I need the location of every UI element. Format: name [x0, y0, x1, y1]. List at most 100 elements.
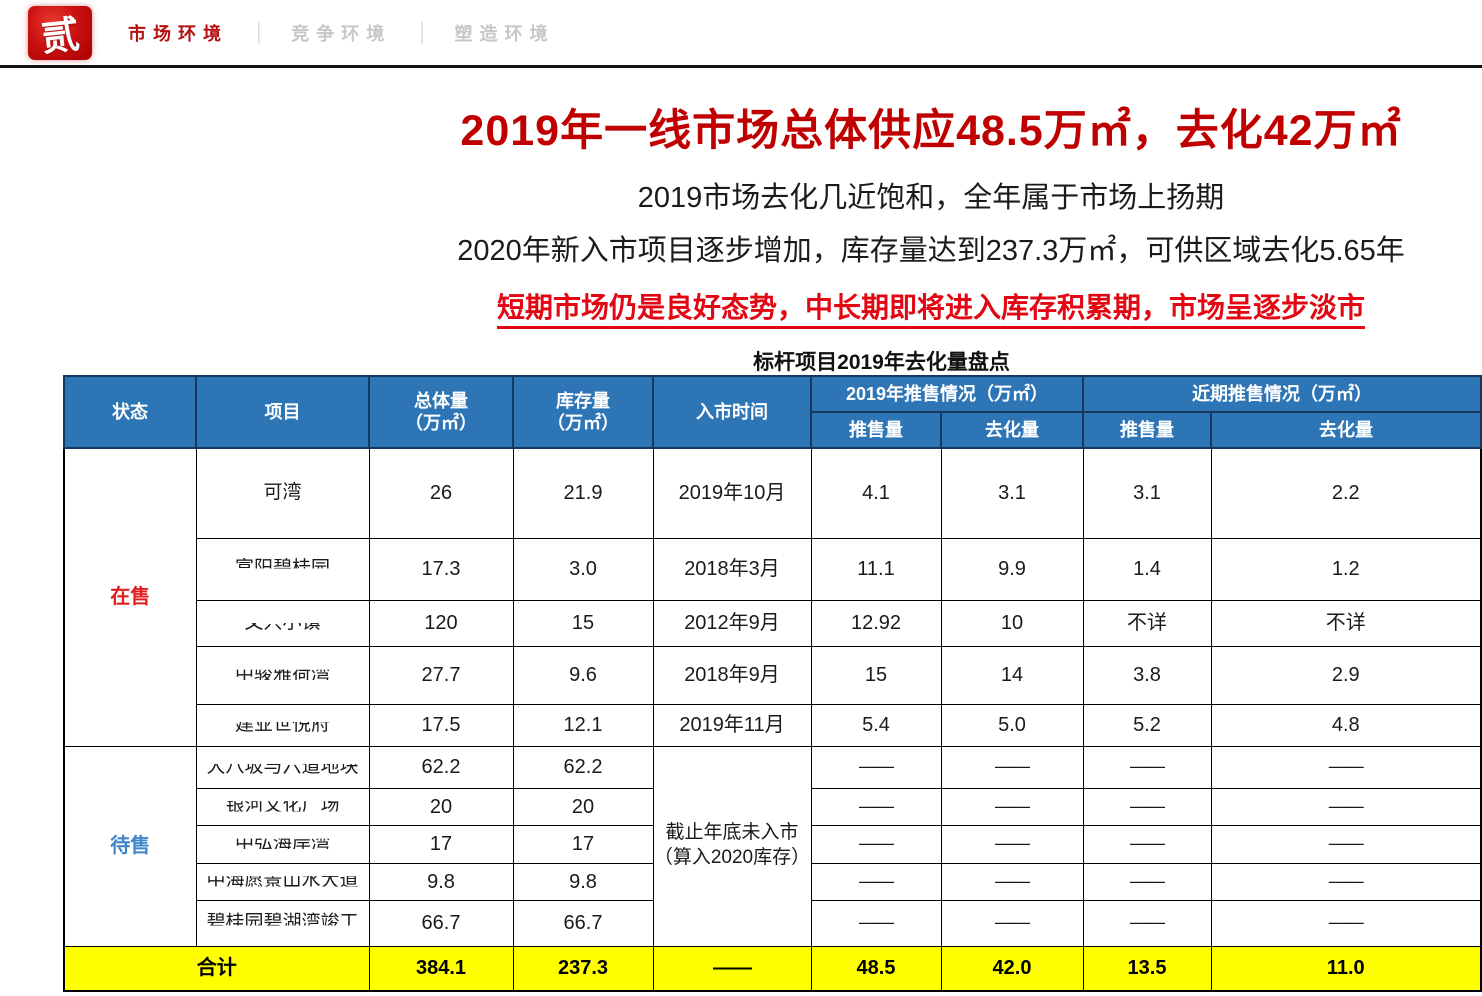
sell-2019-cell: —— — [940, 745, 1084, 789]
subtitle-line-2: 2020年新入市项目逐步增加，库存量达到237.3万㎡，可供区域去化5.65年 — [457, 235, 1405, 267]
sell-2019-cell: —— — [940, 862, 1084, 901]
col-header-recent-push: 推售量 — [1082, 411, 1213, 449]
push-2019-cell: 15 — [810, 645, 942, 705]
sell-2019-cell: 10 — [940, 599, 1084, 647]
inventory-cell: 20 — [512, 787, 654, 826]
page-title: 2019年一线市场总体供应48.5万㎡，去化42万㎡ — [460, 107, 1402, 155]
table-title: 标杆项目2019年去化量盘点 — [753, 351, 1010, 374]
total-row: 合计 384.1 237.3 —— 48.5 42.0 13.5 11.0 — [63, 945, 1482, 992]
nav-tab-market-environment[interactable]: 市场环境 — [128, 23, 228, 44]
entry-time-cell: 2019年11月 — [652, 703, 812, 747]
total-volume-cell: 17.3 — [368, 537, 514, 601]
table-row: 文兴小镇 120 15 2012年9月 12.92 10 不详 不详 — [64, 599, 1482, 647]
total-volume-cell: 27.7 — [368, 645, 514, 705]
entry-time-total: —— — [652, 945, 812, 992]
project-name-cell: 建业世悦府 — [195, 703, 370, 747]
inventory-cell: 3.0 — [512, 537, 654, 601]
push-2019-cell: 12.92 — [810, 599, 942, 647]
nav-divider: │ — [417, 22, 429, 42]
table-row: 建业世悦府 17.5 12.1 2019年11月 5.4 5.0 5.2 4.8 — [64, 703, 1482, 747]
entry-time-cell: 2018年3月 — [652, 537, 812, 601]
col-header-2019-sell: 去化量 — [939, 411, 1085, 449]
sell-recent-cell: —— — [1210, 862, 1482, 901]
total-volume-cell: 17 — [368, 824, 514, 864]
total-volume-cell: 17.5 — [368, 703, 514, 747]
entry-time-cell: 2012年9月 — [652, 599, 812, 647]
col-header-entry-time: 入市时间 — [652, 375, 812, 449]
inventory-cell: 17 — [512, 824, 654, 864]
sell-recent-cell: —— — [1210, 824, 1482, 864]
entry-time-cell: 2019年10月 — [652, 447, 812, 539]
push-2019-cell: —— — [810, 787, 942, 826]
project-name-cell: 中弘海岸湾 — [195, 824, 370, 864]
project-name-cell: 可湾 — [195, 447, 370, 539]
project-absorption-table: 状态 项目 总体量 （万㎡） 库存量 （万㎡） 入市时间 2019年推售情况（万… — [63, 375, 1482, 992]
sell-recent-cell: —— — [1210, 899, 1482, 947]
table-row: 中骏雅荷湾 27.7 9.6 2018年9月 15 14 3.8 2.9 — [64, 645, 1482, 705]
sell-recent-cell: —— — [1210, 787, 1482, 826]
col-header-recent-sell: 去化量 — [1210, 411, 1482, 449]
status-pending: 待售 — [63, 745, 197, 947]
sell-recent-sum: 11.0 — [1210, 945, 1482, 992]
nav-divider: │ — [254, 22, 266, 42]
project-name-cell: 碧桂园碧湖湾竣工 — [195, 899, 370, 947]
push-recent-cell: 不详 — [1082, 599, 1212, 647]
push-2019-sum: 48.5 — [810, 945, 942, 992]
project-name-cell: 大八坂与六道地块 — [195, 745, 370, 789]
table-row: 碧桂园碧湖湾竣工 66.7 66.7 —— —— —— —— — [64, 899, 1482, 947]
push-recent-cell: 1.4 — [1082, 537, 1212, 601]
col-header-2019-push: 推售量 — [810, 411, 942, 449]
push-2019-cell: —— — [810, 862, 942, 901]
inventory-cell: 15 — [512, 599, 654, 647]
project-name-cell: 中骏雅荷湾 — [195, 645, 370, 705]
total-volume-cell: 20 — [368, 787, 514, 826]
total-volume-sum: 384.1 — [368, 945, 514, 992]
sell-2019-sum: 42.0 — [940, 945, 1084, 992]
table-row: 银河文化广场 20 20 —— —— —— —— — [64, 787, 1482, 826]
push-recent-cell: 3.8 — [1082, 645, 1212, 705]
entry-time-cell: 2018年9月 — [652, 645, 812, 705]
sell-recent-cell: 4.8 — [1210, 703, 1482, 747]
sell-recent-cell: 1.2 — [1210, 537, 1482, 601]
highlight-underlined-text: 短期市场仍是良好态势，中长期即将进入库存积累期，市场呈逐步淡市 — [496, 292, 1365, 329]
sell-recent-cell: 不详 — [1210, 599, 1482, 647]
inventory-cell: 9.8 — [512, 862, 654, 901]
inventory-cell: 9.6 — [512, 645, 654, 705]
highlight-statement: 短期市场仍是良好态势，中长期即将进入库存积累期，市场呈逐步淡市 — [380, 286, 1482, 329]
col-header-status: 状态 — [63, 375, 197, 449]
sell-2019-cell: 14 — [940, 645, 1084, 705]
sell-2019-cell: 3.1 — [940, 447, 1084, 539]
logo-character: 贰 — [39, 14, 82, 60]
table-row: 富阳碧桂园 17.3 3.0 2018年3月 11.1 9.9 1.4 1.2 — [64, 537, 1482, 601]
col-group-2019-sales: 2019年推售情况（万㎡） — [809, 375, 1085, 413]
inventory-cell: 21.9 — [512, 447, 654, 539]
inventory-cell: 12.1 — [512, 703, 654, 747]
inventory-cell: 66.7 — [512, 899, 654, 947]
push-recent-cell: —— — [1082, 745, 1212, 789]
sell-2019-cell: 5.0 — [940, 703, 1084, 747]
col-header-total-volume: 总体量 （万㎡） — [368, 375, 514, 449]
nav-tab-shaping-environment[interactable]: 塑造环境 — [454, 23, 555, 44]
table-row: 待售 大八坂与六道地块 62.2 62.2 截止年底未入市 （算入2020库存）… — [63, 745, 1482, 947]
status-onsale: 在售 — [63, 447, 197, 747]
sell-recent-cell: 2.9 — [1210, 645, 1482, 705]
total-volume-cell: 9.8 — [368, 862, 514, 901]
table-row: 中弘海岸湾 17 17 —— —— —— —— — [64, 824, 1482, 864]
table-row: 在售 可湾 26 21.9 2019年10月 4.1 3.1 3.1 2.2 — [63, 447, 1482, 747]
push-2019-cell: 5.4 — [810, 703, 942, 747]
push-recent-cell: —— — [1082, 787, 1212, 826]
top-bar: 贰 市场环境 │ 竞争环境 │ 塑造环境 — [0, 0, 1482, 68]
project-name-cell: 文兴小镇 — [195, 599, 370, 647]
push-recent-cell: —— — [1082, 899, 1212, 947]
subtitle-line-1: 2019市场去化几近饱和，全年属于市场上扬期 — [637, 182, 1225, 214]
push-recent-cell: —— — [1082, 824, 1212, 864]
nav-tab-competition-environment[interactable]: 竞争环境 — [291, 23, 392, 44]
push-2019-cell: 11.1 — [810, 537, 942, 601]
total-volume-cell: 66.7 — [368, 899, 514, 947]
logo-seal: 贰 — [28, 5, 92, 60]
push-2019-cell: —— — [810, 745, 942, 789]
sell-2019-cell: 9.9 — [940, 537, 1084, 601]
total-volume-cell: 26 — [368, 447, 514, 539]
push-recent-cell: 5.2 — [1082, 703, 1212, 747]
